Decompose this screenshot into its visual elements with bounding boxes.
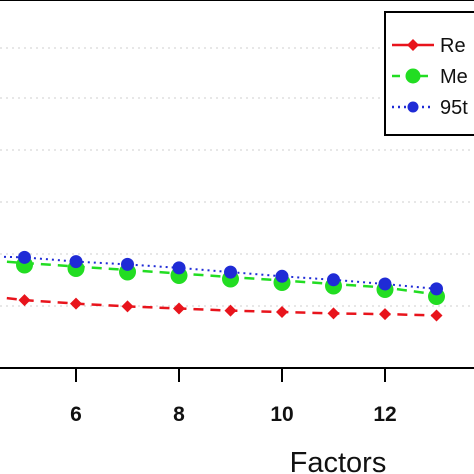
data-point: [121, 300, 134, 313]
x-tick-label: 6: [70, 403, 82, 426]
data-point: [224, 304, 237, 317]
data-point: [327, 273, 340, 287]
data-point: [18, 294, 31, 307]
series-layer: [0, 250, 445, 322]
legend-marker: [407, 101, 419, 113]
legend-label: 95t: [440, 97, 468, 119]
legend-item: Re: [392, 35, 466, 57]
data-point: [430, 309, 443, 322]
data-point: [173, 302, 185, 315]
legend-box: [384, 11, 474, 136]
series-95t: [0, 250, 443, 296]
legend-label: Me: [440, 66, 468, 88]
data-point: [70, 297, 82, 310]
data-point: [379, 308, 391, 321]
legend-item: 95t: [392, 97, 468, 119]
legend-label: Re: [440, 35, 466, 57]
data-point: [327, 307, 340, 320]
x-ticks: 6810121: [70, 368, 397, 426]
x-axis-title: Factors: [290, 447, 387, 474]
data-point: [276, 306, 288, 318]
legend-marker: [407, 39, 419, 51]
data-point: [121, 257, 134, 271]
series-Re: [0, 294, 443, 322]
legend-item: Me: [392, 66, 468, 88]
legend: Re Me 95t: [384, 11, 474, 136]
data-point: [430, 282, 443, 296]
data-point: [275, 269, 289, 283]
legend-items: Re Me 95t: [392, 35, 468, 119]
x-tick-label: 8: [173, 403, 185, 426]
x-tick-label: 12: [373, 403, 396, 426]
data-point: [172, 261, 186, 275]
data-point: [378, 277, 392, 291]
legend-marker: [405, 68, 421, 84]
x-tick-label: 10: [270, 403, 293, 426]
data-point: [18, 250, 31, 264]
data-point: [69, 255, 83, 269]
data-point: [224, 265, 237, 279]
